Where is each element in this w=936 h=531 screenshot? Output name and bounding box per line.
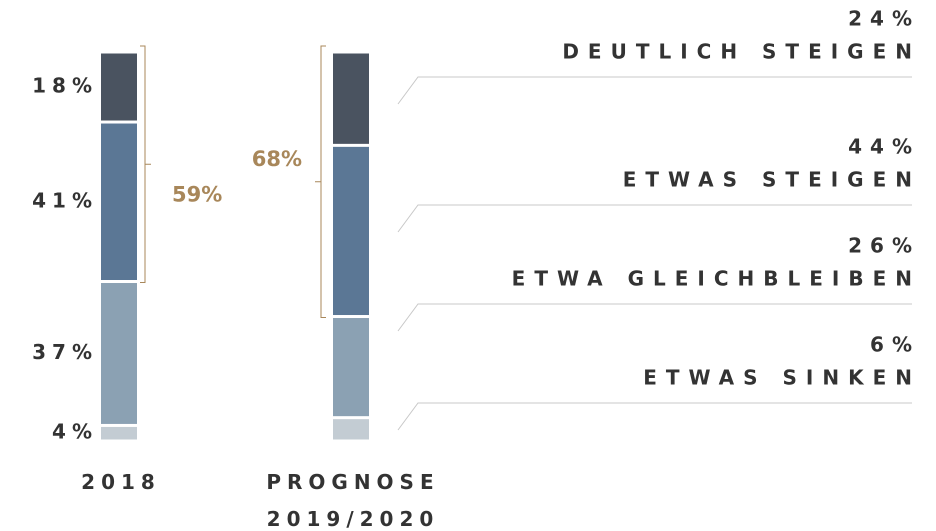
- legend-connector: [397, 76, 912, 105]
- value-label: 18%: [32, 74, 98, 98]
- bar-segment: [101, 283, 137, 424]
- bar-segment: [333, 146, 369, 316]
- legend-connector: [397, 303, 912, 332]
- value-label: 4%: [52, 420, 98, 444]
- total-label: 68%: [252, 147, 302, 171]
- legend-value: 24%: [848, 7, 920, 31]
- value-label: 37%: [32, 340, 98, 364]
- bar-segment: [333, 419, 369, 440]
- legend-connector: [397, 204, 912, 233]
- legend-value: 44%: [848, 135, 920, 159]
- legend-value: 26%: [848, 234, 920, 258]
- legend-label: DEUTLICH STEIGEN: [562, 40, 921, 64]
- legend-value: 6%: [870, 333, 920, 357]
- legend-connector: [397, 402, 912, 431]
- total-label: 59%: [172, 182, 222, 206]
- legend-label: ETWA GLEICHBLEIBEN: [512, 267, 921, 291]
- bar-segment: [101, 426, 137, 440]
- legend-label: ETWAS SINKEN: [643, 366, 921, 390]
- value-label: 41%: [32, 188, 98, 212]
- bar-segment: [333, 53, 369, 144]
- bar-segment: [333, 318, 369, 417]
- legend-label: ETWAS STEIGEN: [623, 168, 921, 192]
- bar-segment: [101, 123, 137, 281]
- x-tick-label: PROGNOSE 2019/2020: [266, 470, 440, 531]
- bar-segment: [101, 53, 137, 121]
- total-bracket: [315, 45, 326, 319]
- x-tick-label: 2018: [81, 470, 161, 494]
- total-bracket: [140, 45, 151, 284]
